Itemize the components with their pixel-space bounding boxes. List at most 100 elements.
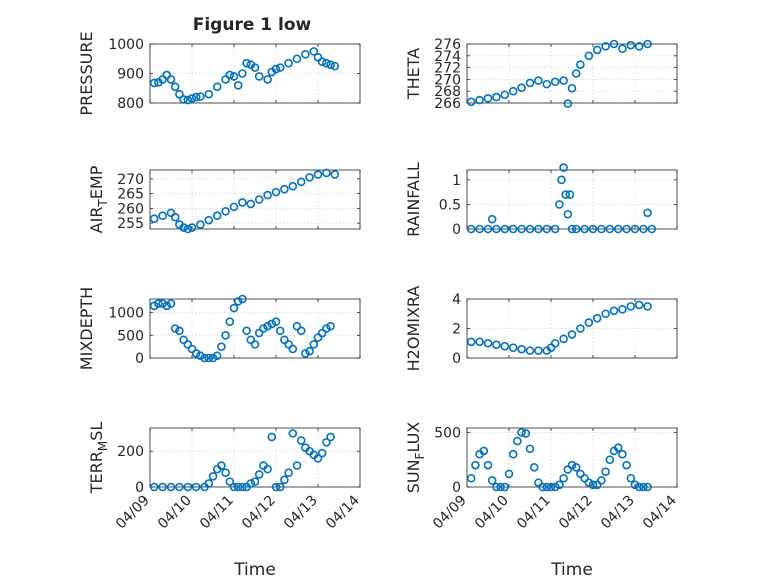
y-axis-label: SUNFLUX: [404, 422, 427, 494]
data-point: [196, 351, 205, 361]
data-point: [500, 90, 510, 100]
data-point: [592, 45, 602, 55]
data-point: [158, 211, 167, 221]
y-tick-label: 0: [452, 351, 461, 367]
subplot-6: 0 2 4 H2OMIXRA: [404, 286, 678, 371]
data-point: [301, 349, 310, 358]
data-point: [571, 463, 581, 472]
data-point: [487, 476, 497, 485]
data-point: [613, 224, 623, 234]
data-point: [158, 299, 167, 308]
data-point: [559, 76, 568, 85]
data-point: [559, 473, 568, 483]
y-axis-label-part: AIR: [87, 207, 106, 234]
data-point: [330, 61, 340, 71]
data-point: [275, 482, 285, 492]
data-point: [254, 72, 264, 81]
data-point: [208, 471, 218, 481]
data-point: [588, 480, 598, 490]
data-point: [597, 476, 606, 485]
data-point: [196, 92, 205, 101]
data-point: [567, 330, 577, 339]
data-point: [567, 224, 577, 234]
data-points: [466, 39, 652, 108]
y-axis-label-part: SL: [87, 422, 106, 441]
data-point: [634, 42, 644, 51]
plot-area: [150, 428, 360, 487]
data-point: [187, 94, 197, 103]
y-tick-label: 266: [434, 96, 461, 112]
subplot-4: 0 0.5 1 RAINFALL: [404, 162, 678, 238]
x-tick-label: 04/11: [514, 493, 554, 533]
data-point: [212, 211, 222, 221]
y-tick-label: 270: [434, 72, 461, 88]
data-point: [466, 224, 476, 234]
data-point: [225, 317, 235, 326]
data-point: [330, 170, 340, 179]
data-point: [254, 195, 264, 204]
data-point: [643, 302, 652, 311]
data-point: [326, 321, 335, 331]
data-point: [588, 224, 598, 234]
data-points: [149, 294, 335, 363]
data-point: [204, 353, 214, 363]
data-point: [250, 477, 260, 486]
data-point: [647, 224, 657, 234]
data-point: [166, 482, 176, 492]
data-point: [517, 344, 526, 354]
data-point: [242, 326, 251, 336]
y-tick-label: 0: [135, 351, 144, 367]
x-tick-label: 04/10: [155, 493, 195, 533]
data-point: [517, 428, 526, 437]
data-point: [288, 344, 298, 354]
x-axis-label: Time: [550, 560, 593, 580]
data-point: [605, 455, 615, 464]
data-point: [271, 64, 281, 74]
data-point: [305, 346, 314, 356]
y-tick-label: 0: [452, 480, 461, 496]
tick-marks: [466, 298, 678, 359]
data-point: [288, 181, 298, 191]
x-tick-label: 04/12: [239, 493, 279, 533]
data-point: [170, 212, 180, 222]
y-tick-label: 800: [117, 96, 144, 112]
data-point: [525, 224, 535, 234]
data-points: [466, 300, 652, 355]
data-point: [212, 351, 222, 361]
data-point: [483, 93, 493, 103]
data-point: [643, 482, 652, 492]
data-point: [162, 301, 172, 311]
data-point: [584, 478, 594, 487]
data-point: [508, 224, 518, 234]
data-point: [149, 482, 159, 492]
plot-area: [467, 170, 677, 229]
data-point: [555, 200, 564, 209]
y-tick-label: 255: [117, 216, 144, 232]
y-axis-label-subscript: T: [96, 199, 110, 208]
y-tick-label: 270: [117, 172, 144, 188]
y-tick-label: 2: [452, 322, 461, 338]
data-point: [521, 429, 531, 438]
data-point: [557, 175, 566, 185]
plot-area: [467, 428, 677, 487]
data-point: [618, 44, 627, 54]
data-point: [175, 482, 184, 492]
data-point: [317, 448, 327, 458]
data-point: [601, 42, 610, 51]
data-point: [175, 326, 184, 336]
data-point: [225, 70, 235, 80]
data-point: [322, 58, 331, 68]
data-point: [626, 40, 636, 50]
data-point: [592, 313, 602, 323]
data-point: [284, 340, 293, 349]
y-axis-label: TERRMSL: [87, 422, 110, 495]
axes-box: [149, 298, 361, 359]
data-points: [466, 428, 652, 492]
subplot-1: 800 900 1000 PRESSURE: [77, 31, 361, 116]
data-point: [571, 69, 581, 78]
data-point: [242, 58, 251, 68]
data-point: [559, 163, 568, 172]
data-point: [542, 224, 552, 234]
data-point: [204, 215, 214, 225]
